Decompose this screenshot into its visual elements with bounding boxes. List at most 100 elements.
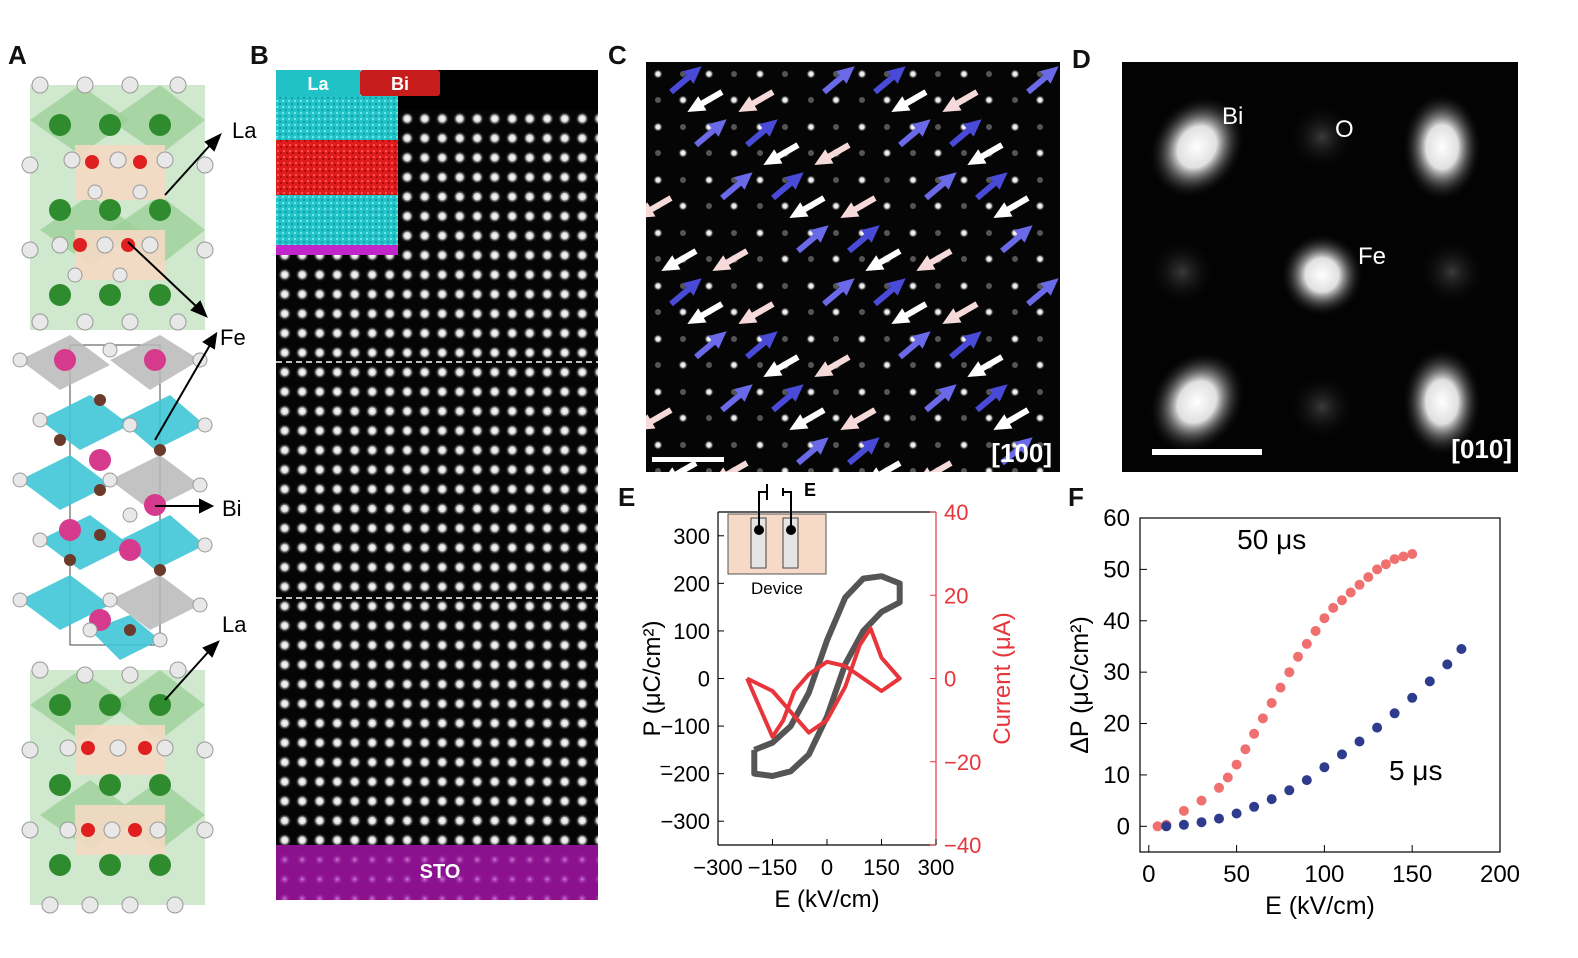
data-point-50us [1231,759,1242,770]
data-point-50us [1275,682,1286,693]
panel-label-c: C [608,40,627,70]
data-point-5us [1442,659,1453,670]
polarization-arrowhead-48 [789,414,809,430]
polarization-arrowhead-42 [912,331,931,349]
polarization-arrowhead-52 [993,414,1013,430]
data-point-5us [1372,722,1383,733]
y-tick-label: −300 [660,809,710,834]
polarization-arrowhead-57 [872,467,880,472]
polarization-arrowhead-33 [836,278,855,296]
polarization-arrow-57 [878,460,902,472]
polarization-arrowhead-19 [840,202,860,218]
polarization-arrowhead-23 [661,255,681,271]
data-point-50us [1222,772,1233,783]
panel-label-a: A [8,40,27,70]
inset-field-label: E [804,480,816,500]
panel-label-b: B [250,40,269,70]
x-tick-label: 150 [863,855,900,880]
polarization-arrowhead-16 [734,172,753,190]
data-point-50us [1372,564,1383,575]
polarization-arrowhead-21 [989,172,1008,190]
legend-bi-text: Bi [391,74,409,94]
polarization-arrowhead-56 [861,437,880,455]
label-bi-d: Bi [1222,103,1243,130]
polarization-arrowhead-27 [865,255,885,271]
y2-tick-label: −40 [944,833,981,858]
pe-axes: −300 −150 0 150 3003002001000−100−200−300402… [639,500,1016,913]
data-point-50us [1293,651,1303,662]
data-point-5us [1214,813,1224,824]
dp-axes: 0 50 100 150 200 0 10 20 30 40 50 60 E (kV/cm) ΔP (μC… [1068,505,1520,920]
data-point-5us [1456,644,1467,654]
data-point-50us [1284,667,1295,678]
data-point-50us [1310,626,1321,636]
x-tick-label: 150 [1392,861,1432,888]
polarization-arrowhead-30 [683,278,702,296]
polarization-arrowhead-11 [814,149,834,165]
label-la-top: La [232,118,257,143]
pe-series [745,573,903,779]
device-label: Device [751,579,803,598]
data-point-50us [1407,549,1418,559]
x-tick-label: −300 [693,855,743,880]
y-tick-label: 300 [673,524,710,549]
polarization-arrowhead-38 [708,331,727,349]
series-line-current [745,626,902,739]
y-axis-label: ΔP (μC/cm²) [1068,616,1094,754]
y-tick-label: 0 [1117,813,1130,840]
label-fe: Fe [220,325,246,350]
polarization-arrowhead-26 [861,225,880,243]
polarization-arrows [646,66,1059,472]
series-label-50us: 50 μs [1237,524,1306,555]
data-point-50us [1363,572,1374,583]
polarization-arrowhead-59 [1014,437,1033,455]
polarization-arrowhead-0 [683,66,702,84]
y2-tick-label: 20 [944,583,968,608]
polarization-arrowhead-7 [1040,66,1059,84]
y-tick-label: 40 [1103,608,1130,635]
label-fe-d: Fe [1358,243,1386,270]
dp-series: 50 μs 5 μs [1152,524,1467,832]
x-tick-label: 200 [1480,861,1520,888]
polarization-arrowhead-47 [785,384,804,402]
polarization-arrowhead-54 [719,467,727,472]
polarization-arrowhead-55 [810,437,829,455]
sto-label: STO [420,861,461,883]
polarization-arrowhead-32 [738,308,758,324]
data-point-50us [1152,821,1163,832]
panel-a-structure: La Fe Bi La [12,76,257,914]
panel-label-f: F [1068,482,1084,512]
plot-frame [1139,517,1501,853]
scale-bar-d [1152,449,1262,455]
polarization-arrowhead-10 [763,149,783,165]
data-point-50us [1389,554,1400,565]
x-axis-label: E (kV/cm) [1265,892,1375,920]
y-tick-label: −100 [660,714,710,739]
data-point-50us [1178,805,1189,816]
y-tick-label: 30 [1103,659,1130,686]
data-point-50us [1240,744,1251,755]
data-point-50us [1266,698,1277,708]
polarization-arrowhead-40 [763,361,783,377]
polarization-arrowhead-50 [938,384,957,402]
polarization-arrowhead-51 [989,384,1008,402]
polarization-arrowhead-12 [912,119,931,137]
y-tick-label: 0 [698,667,710,692]
polarization-arrowhead-13 [963,119,982,137]
data-point-5us [1337,749,1347,760]
y-tick-label: 200 [673,571,710,596]
y-tick-label: 100 [673,619,710,644]
zone-axis-d: [010] [1451,434,1512,464]
polarization-arrowhead-34 [887,278,906,296]
polarization-arrowhead-5 [891,96,911,112]
polarization-arrowhead-14 [967,149,987,165]
element-arrows [127,132,222,701]
x-tick-label: −150 [748,855,798,880]
polarization-arrowhead-58 [923,467,931,472]
polarization-arrowhead-28 [916,255,936,271]
panel-c-arrow-map: [100] [646,62,1060,472]
data-point-50us [1337,595,1347,606]
y-axis-label-subscript: I [657,765,673,769]
y2-tick-label: −20 [944,750,981,775]
y-tick-label: 50 [1103,556,1130,583]
